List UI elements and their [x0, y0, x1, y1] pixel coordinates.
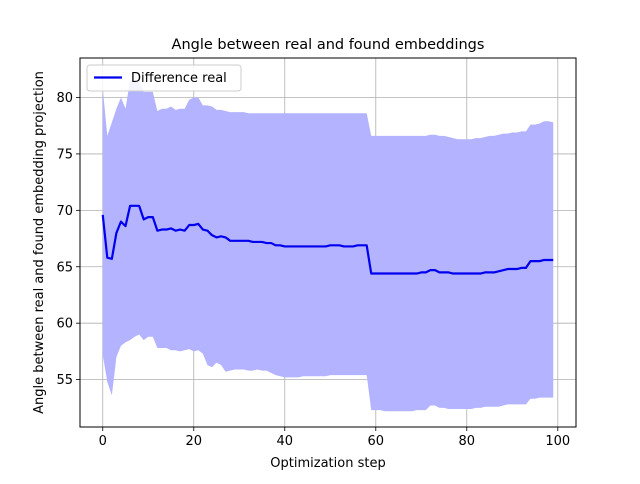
y-tick-label-60: 60: [56, 317, 73, 332]
x-tick-label-40: 40: [276, 434, 293, 449]
x-tick-label-60: 60: [368, 434, 385, 449]
series-line-difference-real: [101, 204, 554, 275]
legend-box: [86, 64, 242, 92]
legend: Difference real: [86, 64, 242, 92]
y-axis-ticks: 55 60 65 70 75 80: [56, 91, 80, 388]
y-tick-label-65: 65: [56, 260, 73, 275]
x-axis-label: Optimization step: [270, 456, 385, 471]
x-tick-label-100: 100: [545, 434, 570, 449]
x-axis-ticks: 0 20 40 60 80 100: [99, 427, 570, 449]
legend-label-difference-real: Difference real: [131, 71, 227, 86]
chart-title: Angle between real and found embeddings: [172, 37, 485, 53]
x-tick-label-80: 80: [459, 434, 476, 449]
plot-frame: [79, 57, 577, 428]
line-layer: [101, 204, 554, 275]
y-tick-label-55: 55: [56, 373, 73, 388]
y-axis-label: Angle between real and found embedding p…: [32, 71, 47, 414]
y-tick-label-70: 70: [56, 204, 73, 219]
x-tick-label-0: 0: [99, 434, 107, 449]
y-tick-label-75: 75: [56, 147, 73, 162]
x-tick-label-20: 20: [185, 434, 202, 449]
y-tick-label-80: 80: [56, 91, 73, 106]
